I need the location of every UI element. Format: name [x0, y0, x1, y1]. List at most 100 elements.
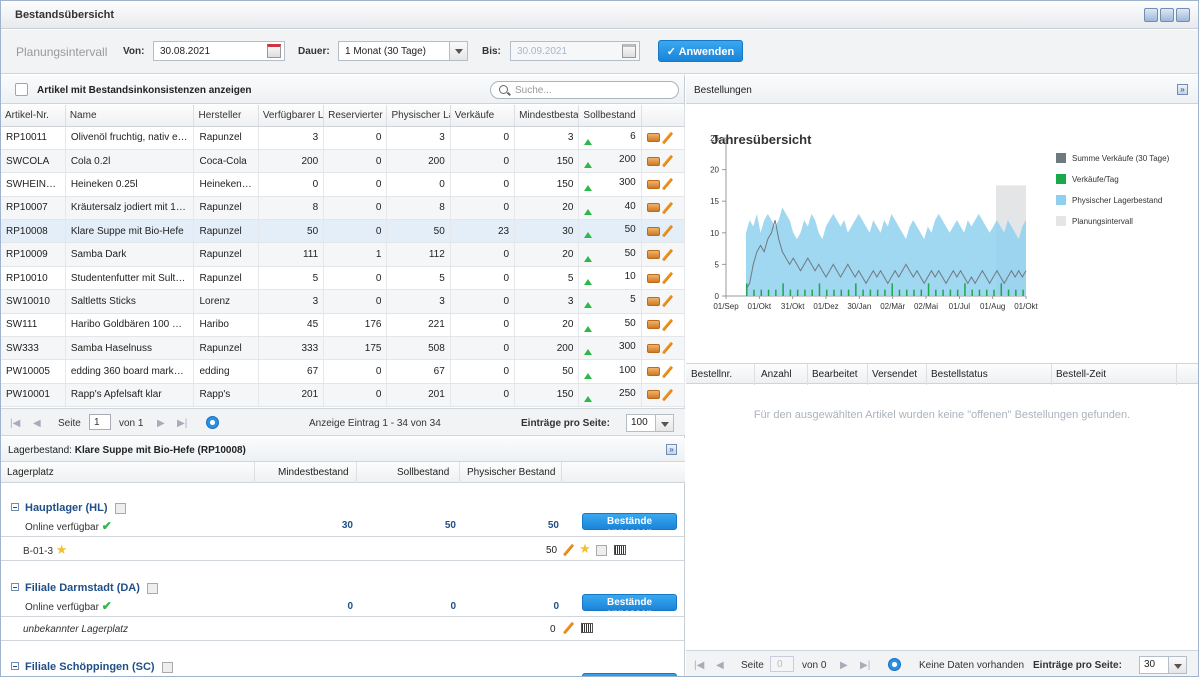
edit-icon[interactable]: [661, 318, 673, 332]
calendar-icon[interactable]: [622, 44, 636, 58]
table-row[interactable]: PW10005 edding 360 board marker -... eddin…: [1, 359, 685, 384]
adjust-stock-button[interactable]: Bestände anpassen: [582, 594, 677, 619]
box-icon[interactable]: [646, 203, 660, 213]
table-row[interactable]: SWHEINE... Heineken 0.25l Heineken ... 0 0 0 0…: [1, 172, 685, 197]
expand-icon[interactable]: »: [1177, 84, 1188, 95]
col-header[interactable]: Verkäufe: [450, 105, 516, 127]
page-input[interactable]: 0: [770, 656, 794, 672]
minimize-icon[interactable]: [1144, 8, 1158, 22]
copy-icon[interactable]: [161, 661, 173, 673]
star-icon[interactable]: ★: [55, 542, 68, 557]
next-page-icon[interactable]: ▶: [840, 660, 848, 671]
dauer-label: Dauer:: [298, 46, 330, 57]
first-page-icon[interactable]: |◀: [694, 660, 705, 671]
table-row[interactable]: RP10008 Klare Suppe mit Bio-Hefe Rapunzel 5…: [1, 219, 685, 244]
col-header[interactable]: Hersteller: [193, 105, 259, 127]
edit-icon[interactable]: [661, 201, 673, 215]
collapse-icon[interactable]: [11, 662, 19, 670]
edit-icon[interactable]: [661, 295, 673, 308]
barcode-icon[interactable]: [581, 623, 594, 633]
cell-phys: 201: [386, 383, 451, 408]
x-tick-label: 01/Aug: [980, 302, 1005, 311]
table-row[interactable]: RP10007 Kräutersalz jodiert mit 15... Rapu…: [1, 196, 685, 221]
edit-icon[interactable]: [661, 224, 673, 238]
prev-page-icon[interactable]: ◀: [33, 418, 41, 429]
table-row[interactable]: RP10011 Olivenöl fruchtig, nativ extra Rap…: [1, 126, 685, 150]
box-icon[interactable]: [646, 320, 660, 330]
group-hauptlager[interactable]: Hauptlager (HL): [11, 502, 126, 514]
table-row[interactable]: RP10009 Samba Dark Rapunzel 111 1 112 0 20 50: [1, 242, 685, 267]
table-row[interactable]: SW10010 Saltletts Sticks Lorenz 3 0 3 0 3 5: [1, 289, 685, 314]
barcode-icon[interactable]: [613, 545, 626, 556]
edit-icon[interactable]: [562, 621, 575, 635]
edit-icon[interactable]: [661, 271, 673, 285]
search-input[interactable]: Suche...: [490, 81, 679, 99]
chevron-down-icon[interactable]: [1168, 657, 1186, 673]
orders-header: Bestellungen »: [686, 75, 1198, 104]
adjust-stock-button-partial[interactable]: [582, 673, 677, 676]
collapse-icon[interactable]: »: [666, 444, 677, 455]
edit-icon[interactable]: [661, 131, 673, 145]
box-icon[interactable]: [646, 390, 660, 400]
close-icon[interactable]: [1176, 8, 1190, 22]
apply-button[interactable]: ✓ Anwenden: [658, 40, 743, 62]
col-header[interactable]: Mindestbestand: [514, 105, 580, 127]
edit-icon[interactable]: [661, 154, 673, 168]
col-header[interactable]: Reservierter Lager: [323, 105, 388, 127]
col-header[interactable]: Physischer Lager: [386, 105, 451, 127]
favorite-icon[interactable]: ★: [579, 541, 591, 556]
refresh-icon[interactable]: [206, 416, 219, 429]
refresh-icon[interactable]: [888, 658, 901, 671]
chevron-down-icon[interactable]: [655, 415, 673, 431]
box-icon[interactable]: [646, 367, 660, 377]
table-row[interactable]: SW333 Samba Haselnuss Rapunzel 333 175 508 0 20…: [1, 336, 685, 361]
page-input[interactable]: 1: [89, 414, 111, 430]
box-icon[interactable]: [646, 273, 660, 283]
box-icon[interactable]: [646, 179, 660, 189]
col-header[interactable]: Verfügbarer Lager: [258, 105, 325, 127]
dauer-select[interactable]: 1 Monat (30 Tage): [338, 41, 468, 61]
box-icon[interactable]: [646, 343, 660, 353]
inconsistency-checkbox[interactable]: [15, 83, 28, 96]
x-tick-label: 01/Okt: [748, 302, 772, 311]
edit-icon[interactable]: [661, 248, 673, 261]
collapse-icon[interactable]: [11, 503, 19, 511]
table-row[interactable]: PW10001 Rapp's Apfelsaft klar Rapp's 201 0 20…: [1, 383, 685, 408]
cell-res: 0: [323, 172, 388, 197]
col-header[interactable]: Name: [65, 105, 195, 127]
box-icon[interactable]: [646, 156, 660, 166]
box-icon[interactable]: [646, 296, 660, 306]
bis-field[interactable]: 30.09.2021: [510, 41, 640, 61]
copy-icon[interactable]: [595, 544, 607, 556]
calendar-icon[interactable]: [267, 44, 281, 58]
next-page-icon[interactable]: ▶: [157, 418, 165, 429]
edit-icon[interactable]: [661, 178, 673, 191]
col-header[interactable]: Sollbestand: [578, 105, 642, 127]
per-page-select[interactable]: 100: [626, 414, 674, 432]
adjust-stock-button[interactable]: Bestände anpassen: [582, 513, 677, 538]
edit-icon[interactable]: [562, 543, 575, 557]
collapse-icon[interactable]: [11, 583, 19, 591]
edit-icon[interactable]: [661, 388, 673, 402]
table-row[interactable]: SWCOLA Cola 0.2l Coca-Cola 200 0 200 0 150 200: [1, 149, 685, 174]
maximize-icon[interactable]: [1160, 8, 1174, 22]
copy-icon[interactable]: [146, 582, 158, 594]
table-row[interactable]: SW111 Haribo Goldbären 100 Min... Haribo 45…: [1, 313, 685, 338]
box-icon[interactable]: [646, 133, 660, 143]
prev-page-icon[interactable]: ◀: [716, 660, 724, 671]
col-header[interactable]: Artikel-Nr.: [1, 105, 66, 127]
per-page-select[interactable]: 30: [1139, 656, 1187, 674]
group-darmstadt[interactable]: Filiale Darmstadt (DA): [11, 582, 158, 594]
box-icon[interactable]: [646, 226, 660, 236]
edit-icon[interactable]: [661, 365, 673, 378]
box-icon[interactable]: [646, 250, 660, 260]
last-page-icon[interactable]: ▶|: [177, 418, 188, 429]
last-page-icon[interactable]: ▶|: [860, 660, 871, 671]
chevron-down-icon[interactable]: [449, 42, 467, 60]
copy-icon[interactable]: [114, 502, 126, 514]
first-page-icon[interactable]: |◀: [10, 418, 21, 429]
table-row[interactable]: RP10010 Studentenfutter mit Sultani... Rap…: [1, 266, 685, 291]
group-schoeppingen[interactable]: Filiale Schöppingen (SC): [11, 661, 173, 673]
von-field[interactable]: 30.08.2021: [153, 41, 285, 61]
edit-icon[interactable]: [661, 341, 673, 355]
